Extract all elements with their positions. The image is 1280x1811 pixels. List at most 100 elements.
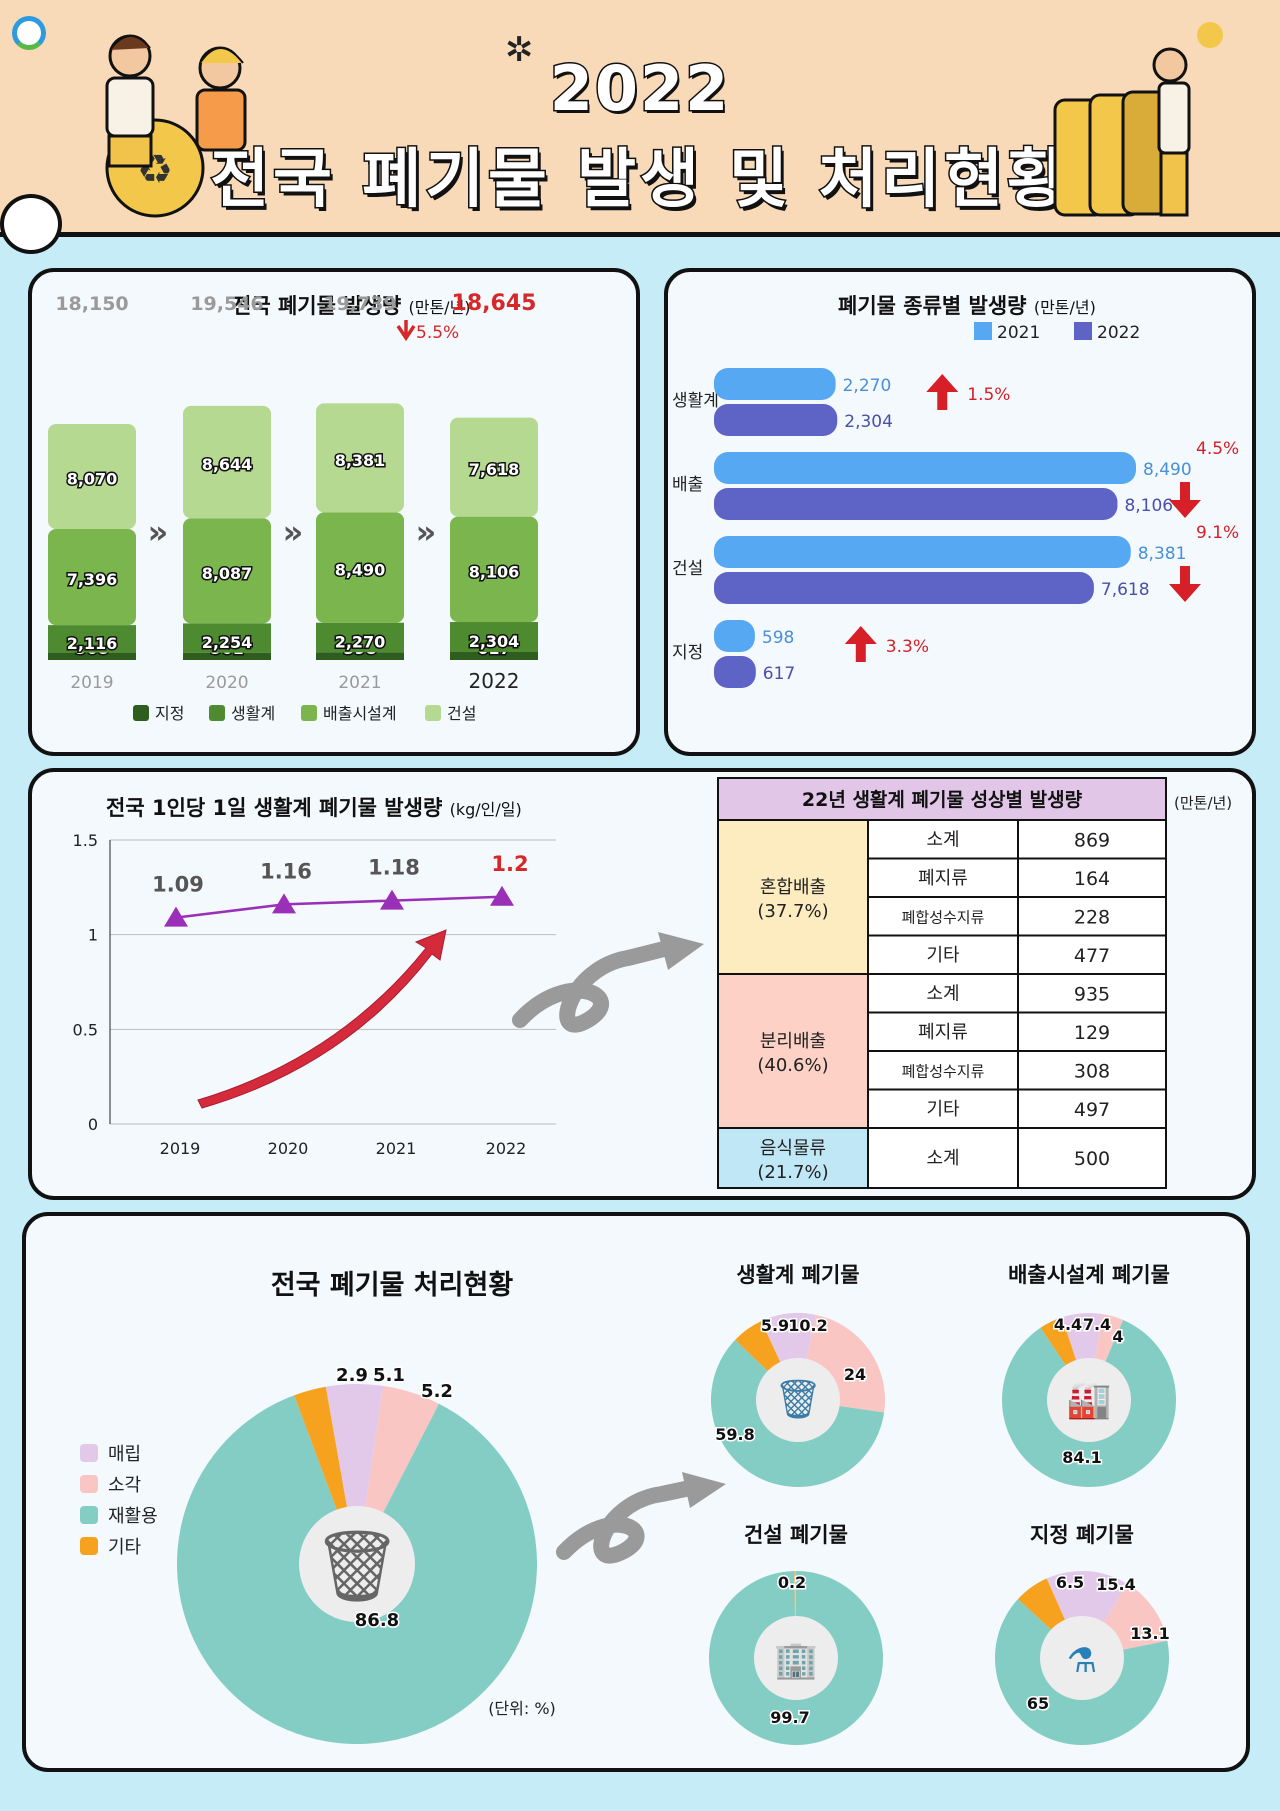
row-label: 폐지류 xyxy=(918,868,968,889)
legend-label: 기타 xyxy=(108,1537,142,1558)
row-label: 기타 xyxy=(926,945,960,966)
pie-label: 4 xyxy=(1112,1327,1123,1346)
pie-label: 5.9 xyxy=(761,1316,789,1335)
legend-swatch xyxy=(301,705,317,721)
group-pct: (40.6%) xyxy=(757,1055,828,1076)
up-arrow-icon xyxy=(844,626,877,662)
flow-arrow-head xyxy=(658,932,704,970)
category-label: 지정 xyxy=(672,643,703,663)
row-value: 869 xyxy=(1074,829,1110,851)
table-cell xyxy=(867,1088,1019,1129)
bar-value-label: 8,087 xyxy=(202,564,253,583)
bar-segment xyxy=(183,623,271,653)
bar-value-label: 8,106 xyxy=(1124,496,1173,516)
row-value: 308 xyxy=(1074,1060,1110,1082)
y-tick-label: 1.5 xyxy=(73,831,98,850)
y-tick-label: 0.5 xyxy=(73,1020,98,1039)
pie-center xyxy=(1040,1616,1124,1700)
bar xyxy=(714,452,1136,484)
bar xyxy=(714,404,838,436)
pie-label: 65 xyxy=(1027,1694,1049,1713)
table-cell xyxy=(867,1011,1019,1052)
category-label: 배출 xyxy=(672,475,703,495)
garbage-bin-icon: 🗑 xyxy=(774,1377,822,1421)
legend-swatch xyxy=(80,1475,98,1493)
bar-value-label: 2,304 xyxy=(844,412,893,432)
pie-title: 생활계 폐기물 xyxy=(736,1263,859,1287)
bar-value-label: 8,490 xyxy=(335,561,386,580)
row-value: 477 xyxy=(1074,945,1110,967)
legend-swatch xyxy=(80,1444,98,1462)
chevron-icon: » xyxy=(283,513,304,551)
year-tick-label: 2022 xyxy=(469,669,520,693)
pie-label: 86.8 xyxy=(355,1610,399,1631)
bar xyxy=(714,656,756,688)
pie-label: 84.1 xyxy=(1062,1448,1101,1467)
pie-center xyxy=(754,1616,838,1700)
pie-label: 5.2 xyxy=(421,1381,453,1402)
pie-label: 24 xyxy=(844,1365,866,1384)
bar-segment xyxy=(48,625,136,653)
bar-segment xyxy=(183,518,271,624)
pie-label: 6.5 xyxy=(1056,1573,1084,1592)
bar-segment xyxy=(450,516,538,623)
panel1-title: 전국 폐기물 발생량 (만톤/년) xyxy=(232,294,471,318)
table-title: 22년 생활계 폐기물 성상별 발생량 xyxy=(802,789,1083,811)
bar-segment xyxy=(48,528,136,626)
bar-segment xyxy=(183,652,271,660)
bar-value-label: 8,381 xyxy=(1138,544,1187,564)
bar-value-label: 8,106 xyxy=(469,562,520,581)
bar-value-label: 2,304 xyxy=(469,632,520,651)
table-cell xyxy=(1017,1127,1167,1189)
trend-arrow-icon xyxy=(197,929,447,1109)
data-point xyxy=(490,885,514,906)
total-label: 19,546 xyxy=(190,293,263,315)
kids-recycling-illustration: ♻ xyxy=(105,34,247,218)
row-value: 935 xyxy=(1074,983,1110,1005)
legend-swatch xyxy=(1074,322,1092,340)
bar-segment xyxy=(183,405,271,519)
pie-label: 0.2 xyxy=(778,1573,806,1592)
category-label: 건설 xyxy=(672,559,703,579)
y-tick-label: 0 xyxy=(88,1115,98,1134)
data-label: 1.18 xyxy=(368,856,420,880)
up-arrow-icon xyxy=(926,374,959,410)
trash-can-icon: 🗑 xyxy=(313,1525,402,1607)
sparkle-icon: ✲ xyxy=(505,30,534,70)
table-cell xyxy=(867,1050,1019,1091)
pie-title: 배출시설계 폐기물 xyxy=(1008,1263,1170,1287)
bar-segment xyxy=(316,403,404,513)
change-label: 4.5% xyxy=(1196,439,1239,459)
cloud-icon xyxy=(0,194,62,254)
bar xyxy=(714,620,755,652)
pie-label: 10.2 xyxy=(788,1316,827,1335)
year-tick-label: 2020 xyxy=(205,673,248,693)
table-cell xyxy=(1017,1088,1167,1129)
table-unit: (만톤/년) xyxy=(1174,794,1232,812)
pie-label: 4.4 xyxy=(1054,1315,1082,1334)
legend-swatch xyxy=(974,322,992,340)
flow-arrow-icon xyxy=(556,1480,698,1564)
group-pct: (37.7%) xyxy=(757,901,828,922)
table-group-cell xyxy=(717,973,869,1129)
bar xyxy=(714,368,836,400)
bar-value-label: 7,618 xyxy=(1101,580,1150,600)
y-tick-label: 1 xyxy=(88,926,98,945)
legend-swatch xyxy=(80,1537,98,1555)
panel2-title: 폐기물 종류별 발생량 (만톤/년) xyxy=(838,294,1096,318)
pie-label: 2.9 xyxy=(336,1365,368,1386)
row-label: 폐합성수지류 xyxy=(902,1062,985,1080)
bar-value-label: 617 xyxy=(763,664,795,684)
row-label: 기타 xyxy=(926,1099,960,1120)
total-label: 18,150 xyxy=(55,293,128,315)
row-value: 129 xyxy=(1074,1022,1110,1044)
legend-label: 2022 xyxy=(1097,323,1140,343)
bar xyxy=(714,572,1094,604)
pie-center xyxy=(299,1506,415,1622)
year-tick-label: 2021 xyxy=(338,673,381,693)
legend-label: 건설 xyxy=(447,704,476,723)
total-label: 18,645 xyxy=(452,291,537,316)
bar-segment xyxy=(450,417,538,517)
data-point xyxy=(380,889,404,910)
